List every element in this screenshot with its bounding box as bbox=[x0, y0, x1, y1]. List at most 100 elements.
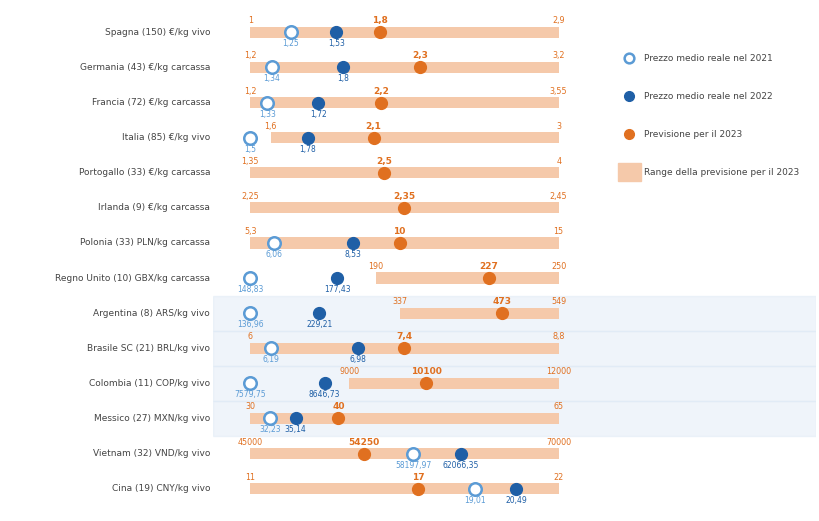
Text: 1,2: 1,2 bbox=[244, 86, 256, 95]
Bar bbox=[250, 97, 558, 108]
Text: 3,55: 3,55 bbox=[550, 86, 567, 95]
Text: 2,35: 2,35 bbox=[393, 192, 415, 201]
Text: 2,25: 2,25 bbox=[241, 192, 259, 201]
Text: Portogallo (33) €/kg carcassa: Portogallo (33) €/kg carcassa bbox=[79, 168, 210, 177]
Text: Irlanda (9) €/kg carcassa: Irlanda (9) €/kg carcassa bbox=[98, 203, 210, 213]
Text: Polonia (33) PLN/kg carcassa: Polonia (33) PLN/kg carcassa bbox=[80, 239, 210, 247]
Text: 250: 250 bbox=[550, 262, 566, 271]
Text: Germania (43) €/kg carcassa: Germania (43) €/kg carcassa bbox=[79, 63, 210, 72]
Bar bbox=[349, 378, 558, 389]
Text: 11: 11 bbox=[245, 473, 255, 481]
Text: 6,19: 6,19 bbox=[262, 355, 279, 364]
Text: 7,4: 7,4 bbox=[396, 332, 412, 341]
Text: 1,6: 1,6 bbox=[265, 121, 277, 131]
Bar bbox=[250, 413, 558, 424]
Text: 473: 473 bbox=[491, 297, 511, 306]
Text: Brasile SC (21) BRL/kg vivo: Brasile SC (21) BRL/kg vivo bbox=[87, 344, 210, 353]
Bar bbox=[213, 331, 815, 366]
Bar bbox=[250, 27, 558, 38]
Bar bbox=[213, 366, 815, 401]
Text: 2,45: 2,45 bbox=[550, 192, 567, 201]
Text: 1,78: 1,78 bbox=[299, 145, 316, 154]
Text: 22: 22 bbox=[553, 473, 563, 481]
Text: 40: 40 bbox=[332, 402, 344, 412]
Text: 2,1: 2,1 bbox=[365, 121, 381, 131]
Text: 30: 30 bbox=[245, 402, 255, 412]
Bar bbox=[213, 295, 815, 331]
Text: 8,53: 8,53 bbox=[344, 250, 361, 259]
Text: 8646,73: 8646,73 bbox=[309, 390, 340, 400]
Text: 6,98: 6,98 bbox=[350, 355, 366, 364]
Text: 58197,97: 58197,97 bbox=[395, 461, 431, 469]
Text: 229,21: 229,21 bbox=[305, 320, 332, 329]
Text: 20,49: 20,49 bbox=[505, 495, 527, 505]
Text: Messico (27) MXN/kg vivo: Messico (27) MXN/kg vivo bbox=[94, 414, 210, 423]
Text: 227: 227 bbox=[478, 262, 497, 271]
Bar bbox=[213, 401, 815, 436]
Text: Regno Unito (10) GBX/kg carcassa: Regno Unito (10) GBX/kg carcassa bbox=[55, 274, 210, 282]
Text: 10: 10 bbox=[393, 227, 405, 236]
Text: 19,01: 19,01 bbox=[464, 495, 485, 505]
Text: Francia (72) €/kg carcassa: Francia (72) €/kg carcassa bbox=[92, 98, 210, 107]
Text: 136,96: 136,96 bbox=[237, 320, 263, 329]
Text: 2,9: 2,9 bbox=[552, 16, 564, 26]
Text: 12000: 12000 bbox=[545, 367, 571, 376]
Text: Prezzo medio reale nel 2021: Prezzo medio reale nel 2021 bbox=[644, 54, 772, 63]
Text: Previsione per il 2023: Previsione per il 2023 bbox=[644, 130, 741, 139]
Bar bbox=[375, 272, 558, 283]
Bar bbox=[270, 132, 558, 143]
Text: 1,8: 1,8 bbox=[372, 16, 387, 26]
Bar bbox=[250, 238, 558, 249]
Text: 3: 3 bbox=[555, 121, 560, 131]
Text: 2,5: 2,5 bbox=[376, 157, 391, 166]
Text: Argentina (8) ARS/kg vivo: Argentina (8) ARS/kg vivo bbox=[93, 308, 210, 318]
Bar bbox=[400, 307, 558, 319]
Text: 2,3: 2,3 bbox=[411, 52, 428, 60]
Text: Colombia (11) COP/kg vivo: Colombia (11) COP/kg vivo bbox=[89, 379, 210, 388]
Text: 70000: 70000 bbox=[545, 438, 571, 446]
Bar bbox=[250, 343, 558, 354]
Text: 35,14: 35,14 bbox=[284, 426, 306, 435]
Text: 2,2: 2,2 bbox=[373, 86, 389, 95]
Text: 1,35: 1,35 bbox=[241, 157, 259, 166]
Text: 6: 6 bbox=[247, 332, 252, 341]
Text: Prezzo medio reale nel 2022: Prezzo medio reale nel 2022 bbox=[644, 92, 771, 101]
Text: Italia (85) €/kg vivo: Italia (85) €/kg vivo bbox=[122, 133, 210, 142]
Text: 148,83: 148,83 bbox=[237, 285, 263, 294]
Text: 1: 1 bbox=[247, 16, 252, 26]
Text: 8,8: 8,8 bbox=[552, 332, 564, 341]
Text: Spagna (150) €/kg vivo: Spagna (150) €/kg vivo bbox=[105, 28, 210, 37]
Bar bbox=[618, 163, 640, 181]
Bar bbox=[250, 202, 558, 214]
Text: 15: 15 bbox=[553, 227, 563, 236]
Text: 1,25: 1,25 bbox=[282, 40, 299, 48]
Bar bbox=[250, 167, 558, 178]
Text: 4: 4 bbox=[555, 157, 560, 166]
Text: 9000: 9000 bbox=[339, 367, 359, 376]
Text: 62066,35: 62066,35 bbox=[442, 461, 478, 469]
Text: 7579,75: 7579,75 bbox=[234, 390, 265, 400]
Text: 54250: 54250 bbox=[348, 438, 379, 446]
Text: 549: 549 bbox=[550, 297, 566, 306]
Text: 1,2: 1,2 bbox=[244, 52, 256, 60]
Text: 5,3: 5,3 bbox=[244, 227, 256, 236]
Text: 337: 337 bbox=[392, 297, 407, 306]
Text: 1,8: 1,8 bbox=[337, 75, 348, 83]
Text: 45000: 45000 bbox=[238, 438, 262, 446]
Text: 10100: 10100 bbox=[410, 367, 441, 376]
Bar bbox=[250, 483, 558, 494]
Text: 1,33: 1,33 bbox=[259, 109, 275, 119]
Bar bbox=[250, 448, 558, 459]
Text: 17: 17 bbox=[412, 473, 424, 481]
Text: 1,34: 1,34 bbox=[263, 75, 280, 83]
Text: 1,72: 1,72 bbox=[310, 109, 327, 119]
Text: 1,5: 1,5 bbox=[244, 145, 256, 154]
Text: 32,23: 32,23 bbox=[259, 426, 280, 435]
Text: 3,2: 3,2 bbox=[552, 52, 564, 60]
Text: 6,06: 6,06 bbox=[265, 250, 283, 259]
Text: 177,43: 177,43 bbox=[324, 285, 351, 294]
Text: 65: 65 bbox=[553, 402, 563, 412]
Text: Range della previsione per il 2023: Range della previsione per il 2023 bbox=[644, 168, 799, 177]
Bar bbox=[250, 62, 558, 73]
Text: Vietnam (32) VND/kg vivo: Vietnam (32) VND/kg vivo bbox=[93, 449, 210, 458]
